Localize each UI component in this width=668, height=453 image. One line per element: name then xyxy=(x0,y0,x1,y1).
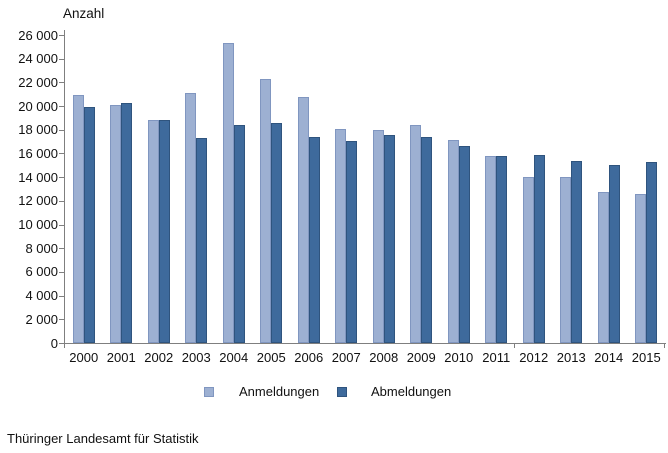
bar-abmeldungen-2011 xyxy=(496,156,507,343)
x-axis-label-2014: 2014 xyxy=(594,350,624,365)
bar-anmeldungen-2002 xyxy=(148,120,159,343)
bar-anmeldungen-2008 xyxy=(373,130,384,343)
x-axis-label-2005: 2005 xyxy=(256,350,286,365)
y-axis-line xyxy=(64,30,65,344)
y-tick xyxy=(59,177,65,179)
y-axis-title: Anzahl xyxy=(63,6,105,21)
bar-abmeldungen-2007 xyxy=(346,141,357,343)
bar-anmeldungen-2003 xyxy=(185,93,196,343)
x-axis-label-2003: 2003 xyxy=(181,350,211,365)
x-axis-label-2012: 2012 xyxy=(519,350,549,365)
bar-abmeldungen-2013 xyxy=(571,161,582,343)
y-tick-label: 24 000 xyxy=(18,51,58,67)
bar-anmeldungen-2009 xyxy=(410,125,421,343)
y-tick xyxy=(59,106,65,108)
y-tick xyxy=(59,319,65,321)
bar-abmeldungen-2012 xyxy=(534,155,545,343)
source-note: Thüringer Landesamt für Statistik xyxy=(7,431,199,446)
y-tick-label: 22 000 xyxy=(18,74,58,90)
y-tick xyxy=(59,343,65,344)
legend-label-anmeldungen: Anmeldungen xyxy=(239,384,320,399)
y-tick-label: 20 000 xyxy=(18,98,58,114)
x-tick xyxy=(664,344,665,348)
x-tick xyxy=(514,344,515,348)
y-tick xyxy=(59,248,65,250)
x-axis-label-2015: 2015 xyxy=(631,350,661,365)
y-tick-label: 0 xyxy=(50,335,58,351)
x-axis-label-2004: 2004 xyxy=(219,350,249,365)
y-tick xyxy=(59,200,65,202)
bar-abmeldungen-2010 xyxy=(459,146,470,343)
x-axis-label-2002: 2002 xyxy=(144,350,174,365)
x-axis-line xyxy=(60,343,666,344)
y-tick-label: 26 000 xyxy=(18,27,58,43)
y-tick-label: 12 000 xyxy=(18,193,58,209)
bar-anmeldungen-2004 xyxy=(223,43,234,343)
bar-anmeldungen-2012 xyxy=(523,177,534,343)
y-tick xyxy=(59,82,65,84)
y-tick-label: 8 000 xyxy=(25,240,58,256)
y-tick xyxy=(59,35,65,36)
y-tick-label: 2 000 xyxy=(25,311,58,327)
x-axis-label-2000: 2000 xyxy=(69,350,99,365)
bar-abmeldungen-2000 xyxy=(84,107,95,343)
x-axis-label-2011: 2011 xyxy=(482,350,511,365)
x-axis-label-2010: 2010 xyxy=(444,350,474,365)
y-tick xyxy=(59,224,65,226)
bar-anmeldungen-2007 xyxy=(335,129,346,343)
bar-abmeldungen-2004 xyxy=(234,125,245,343)
x-axis-label-2001: 2001 xyxy=(106,350,136,365)
x-axis-label-2006: 2006 xyxy=(294,350,324,365)
legend-swatch-anmeldungen xyxy=(204,387,214,397)
bar-abmeldungen-2014 xyxy=(609,165,620,343)
bar-abmeldungen-2003 xyxy=(196,138,207,343)
bar-abmeldungen-2001 xyxy=(121,103,132,343)
y-tick-label: 4 000 xyxy=(25,288,58,304)
bar-abmeldungen-2008 xyxy=(384,135,395,343)
y-tick xyxy=(59,58,65,60)
y-tick xyxy=(59,153,65,155)
y-tick-label: 6 000 xyxy=(25,264,58,280)
bar-anmeldungen-2005 xyxy=(260,79,271,343)
bar-abmeldungen-2006 xyxy=(309,137,320,343)
x-axis-label-2009: 2009 xyxy=(406,350,436,365)
y-tick xyxy=(59,295,65,297)
bar-abmeldungen-2015 xyxy=(646,162,657,343)
legend-label-abmeldungen: Abmeldungen xyxy=(371,384,452,399)
y-tick-label: 18 000 xyxy=(18,122,58,138)
bar-anmeldungen-2014 xyxy=(598,192,609,343)
bar-anmeldungen-2001 xyxy=(110,105,121,343)
bar-abmeldungen-2002 xyxy=(159,120,170,343)
bar-anmeldungen-2011 xyxy=(485,156,496,343)
x-axis-label-2007: 2007 xyxy=(331,350,361,365)
legend-swatch-abmeldungen xyxy=(337,387,347,397)
y-tick-label: 10 000 xyxy=(18,217,58,233)
y-tick-label: 16 000 xyxy=(18,145,58,161)
bar-anmeldungen-2010 xyxy=(448,140,459,343)
y-tick xyxy=(59,271,65,273)
bar-anmeldungen-2006 xyxy=(298,97,309,343)
bar-anmeldungen-2013 xyxy=(560,177,571,343)
bar-anmeldungen-2015 xyxy=(635,194,646,343)
y-tick-label: 14 000 xyxy=(18,169,58,185)
bar-abmeldungen-2009 xyxy=(421,137,432,343)
x-tick xyxy=(64,344,65,348)
bar-abmeldungen-2005 xyxy=(271,123,282,343)
x-axis-label-2008: 2008 xyxy=(369,350,399,365)
bar-anmeldungen-2000 xyxy=(73,95,84,343)
y-tick xyxy=(59,129,65,131)
x-axis-label-2013: 2013 xyxy=(556,350,586,365)
